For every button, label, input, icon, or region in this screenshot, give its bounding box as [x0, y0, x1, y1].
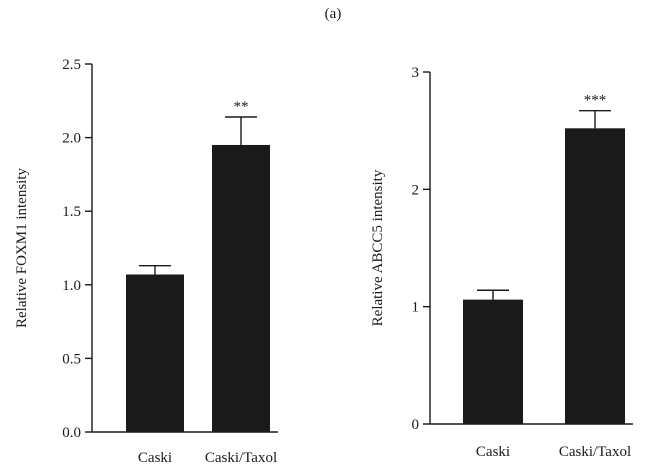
y-tick-label: 1.0 — [62, 278, 81, 294]
bar — [212, 144, 270, 432]
y-tick-label: 0.5 — [62, 351, 81, 367]
y-tick-label: 0.0 — [62, 425, 81, 441]
y-tick-label: 3 — [412, 65, 420, 81]
y-tick-label: 1.5 — [62, 204, 81, 220]
bar — [463, 299, 523, 424]
y-tick-label: 2.0 — [62, 131, 81, 147]
significance-annotation: *** — [584, 93, 607, 109]
y-tick-label: 1 — [412, 300, 420, 316]
y-axis-label: Relative ABCC5 intensity — [370, 169, 386, 326]
bar — [126, 274, 184, 432]
chart-foxm1: 0.0 0.5 1.0 1.5 2.0 2.5 Relative FOXM1 intensi… — [14, 57, 278, 466]
category-label: Caski/Taxol — [205, 450, 277, 466]
chart-abcc5: 0 1 2 3 Relative ABCC5 intensity Caski Caski/T… — [370, 65, 633, 460]
y-tick-label: 2.5 — [62, 57, 81, 73]
bar — [565, 128, 625, 424]
category-label: Caski — [476, 444, 510, 460]
category-label: Caski — [138, 450, 172, 466]
category-label: Caski/Taxol — [559, 444, 631, 460]
y-axis-label: Relative FOXM1 intensity — [14, 168, 30, 328]
y-tick-label: 2 — [412, 182, 420, 198]
panel-label: (a) — [324, 6, 342, 22]
significance-annotation: ** — [234, 99, 249, 115]
y-tick-label: 0 — [412, 417, 420, 433]
